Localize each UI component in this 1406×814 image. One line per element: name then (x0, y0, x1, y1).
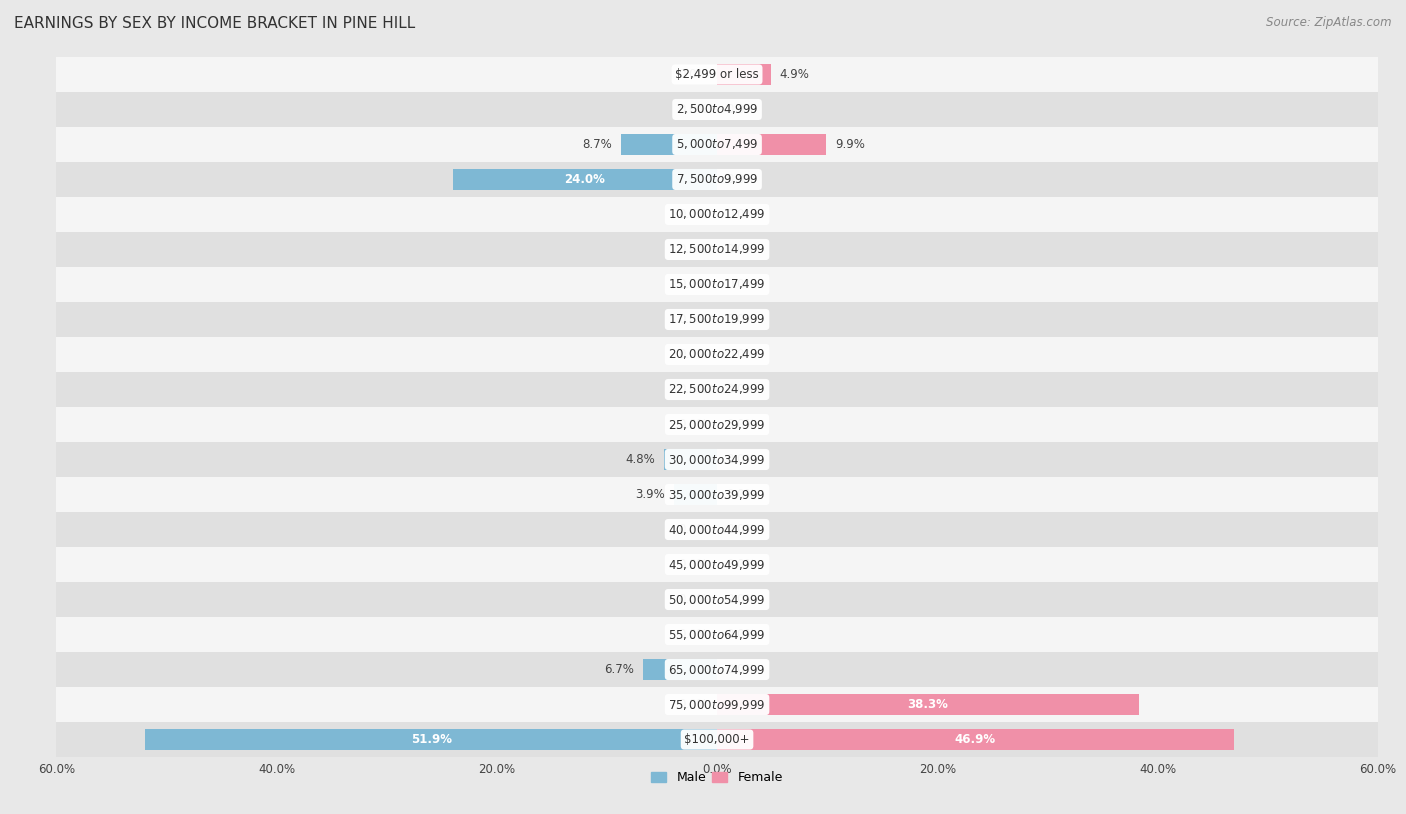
Text: 0.0%: 0.0% (725, 383, 755, 396)
Bar (717, 63, 770, 85)
Bar (717, 133, 827, 155)
Bar (56, 232, 1378, 267)
Bar (56, 267, 1378, 302)
Bar (56, 442, 1378, 477)
Text: 0.0%: 0.0% (679, 523, 709, 536)
Text: 0.0%: 0.0% (679, 278, 709, 291)
Bar (621, 133, 717, 155)
Text: 0.0%: 0.0% (679, 593, 709, 606)
Text: 4.9%: 4.9% (780, 68, 810, 81)
Text: 9.9%: 9.9% (835, 138, 865, 151)
Bar (56, 127, 1378, 162)
Text: $55,000 to $64,999: $55,000 to $64,999 (668, 628, 766, 641)
Text: 0.0%: 0.0% (725, 628, 755, 641)
Text: 0.0%: 0.0% (679, 313, 709, 326)
Text: 0.0%: 0.0% (679, 418, 709, 431)
Text: $40,000 to $44,999: $40,000 to $44,999 (668, 523, 766, 536)
Text: $30,000 to $34,999: $30,000 to $34,999 (668, 453, 766, 466)
Bar (56, 197, 1378, 232)
Text: 0.0%: 0.0% (725, 103, 755, 116)
Text: 24.0%: 24.0% (564, 173, 606, 186)
Text: $20,000 to $22,499: $20,000 to $22,499 (668, 348, 766, 361)
Text: 0.0%: 0.0% (679, 558, 709, 571)
Bar (56, 477, 1378, 512)
Text: 51.9%: 51.9% (411, 733, 451, 746)
Text: 38.3%: 38.3% (907, 698, 949, 711)
Bar (673, 484, 717, 505)
Text: $100,000+: $100,000+ (685, 733, 749, 746)
Bar (56, 372, 1378, 407)
Text: 0.0%: 0.0% (725, 278, 755, 291)
Legend: Male, Female: Male, Female (647, 766, 787, 790)
Bar (644, 659, 717, 681)
Bar (56, 162, 1378, 197)
Bar (56, 547, 1378, 582)
Bar (145, 729, 717, 751)
Text: $22,500 to $24,999: $22,500 to $24,999 (668, 383, 766, 396)
Text: 0.0%: 0.0% (725, 173, 755, 186)
Text: 0.0%: 0.0% (725, 348, 755, 361)
Text: 0.0%: 0.0% (725, 418, 755, 431)
Bar (717, 729, 1233, 751)
Text: $15,000 to $17,499: $15,000 to $17,499 (668, 278, 766, 291)
Bar (56, 722, 1378, 757)
Text: 0.0%: 0.0% (725, 208, 755, 221)
Text: 0.0%: 0.0% (679, 698, 709, 711)
Text: $7,500 to $9,999: $7,500 to $9,999 (676, 173, 758, 186)
Text: 0.0%: 0.0% (679, 208, 709, 221)
Text: $17,500 to $19,999: $17,500 to $19,999 (668, 313, 766, 326)
Text: Source: ZipAtlas.com: Source: ZipAtlas.com (1267, 16, 1392, 29)
Text: 0.0%: 0.0% (725, 243, 755, 256)
Bar (56, 617, 1378, 652)
Text: 3.9%: 3.9% (636, 488, 665, 501)
Text: 0.0%: 0.0% (679, 103, 709, 116)
Text: $25,000 to $29,999: $25,000 to $29,999 (668, 418, 766, 431)
Bar (717, 694, 1139, 716)
Text: EARNINGS BY SEX BY INCOME BRACKET IN PINE HILL: EARNINGS BY SEX BY INCOME BRACKET IN PIN… (14, 16, 415, 31)
Text: 0.0%: 0.0% (725, 453, 755, 466)
Bar (56, 57, 1378, 92)
Text: 0.0%: 0.0% (679, 628, 709, 641)
Text: $2,499 or less: $2,499 or less (675, 68, 759, 81)
Text: 4.8%: 4.8% (626, 453, 655, 466)
Text: 0.0%: 0.0% (679, 243, 709, 256)
Text: 0.0%: 0.0% (679, 68, 709, 81)
Bar (56, 302, 1378, 337)
Text: 6.7%: 6.7% (605, 663, 634, 676)
Text: 0.0%: 0.0% (725, 488, 755, 501)
Text: 0.0%: 0.0% (679, 383, 709, 396)
Bar (56, 652, 1378, 687)
Bar (56, 582, 1378, 617)
Bar (56, 337, 1378, 372)
Bar (56, 407, 1378, 442)
Bar (56, 92, 1378, 127)
Text: 0.0%: 0.0% (679, 348, 709, 361)
Text: $75,000 to $99,999: $75,000 to $99,999 (668, 698, 766, 711)
Bar (56, 512, 1378, 547)
Text: 0.0%: 0.0% (725, 558, 755, 571)
Text: 0.0%: 0.0% (725, 663, 755, 676)
Text: $2,500 to $4,999: $2,500 to $4,999 (676, 103, 758, 116)
Text: $65,000 to $74,999: $65,000 to $74,999 (668, 663, 766, 676)
Bar (664, 449, 717, 470)
Text: 46.9%: 46.9% (955, 733, 995, 746)
Bar (56, 687, 1378, 722)
Text: $50,000 to $54,999: $50,000 to $54,999 (668, 593, 766, 606)
Text: 0.0%: 0.0% (725, 313, 755, 326)
Text: 0.0%: 0.0% (725, 523, 755, 536)
Text: $45,000 to $49,999: $45,000 to $49,999 (668, 558, 766, 571)
Text: $10,000 to $12,499: $10,000 to $12,499 (668, 208, 766, 221)
Bar (453, 168, 717, 190)
Text: $5,000 to $7,499: $5,000 to $7,499 (676, 138, 758, 151)
Text: $35,000 to $39,999: $35,000 to $39,999 (668, 488, 766, 501)
Text: 0.0%: 0.0% (725, 593, 755, 606)
Text: 8.7%: 8.7% (582, 138, 613, 151)
Text: $12,500 to $14,999: $12,500 to $14,999 (668, 243, 766, 256)
